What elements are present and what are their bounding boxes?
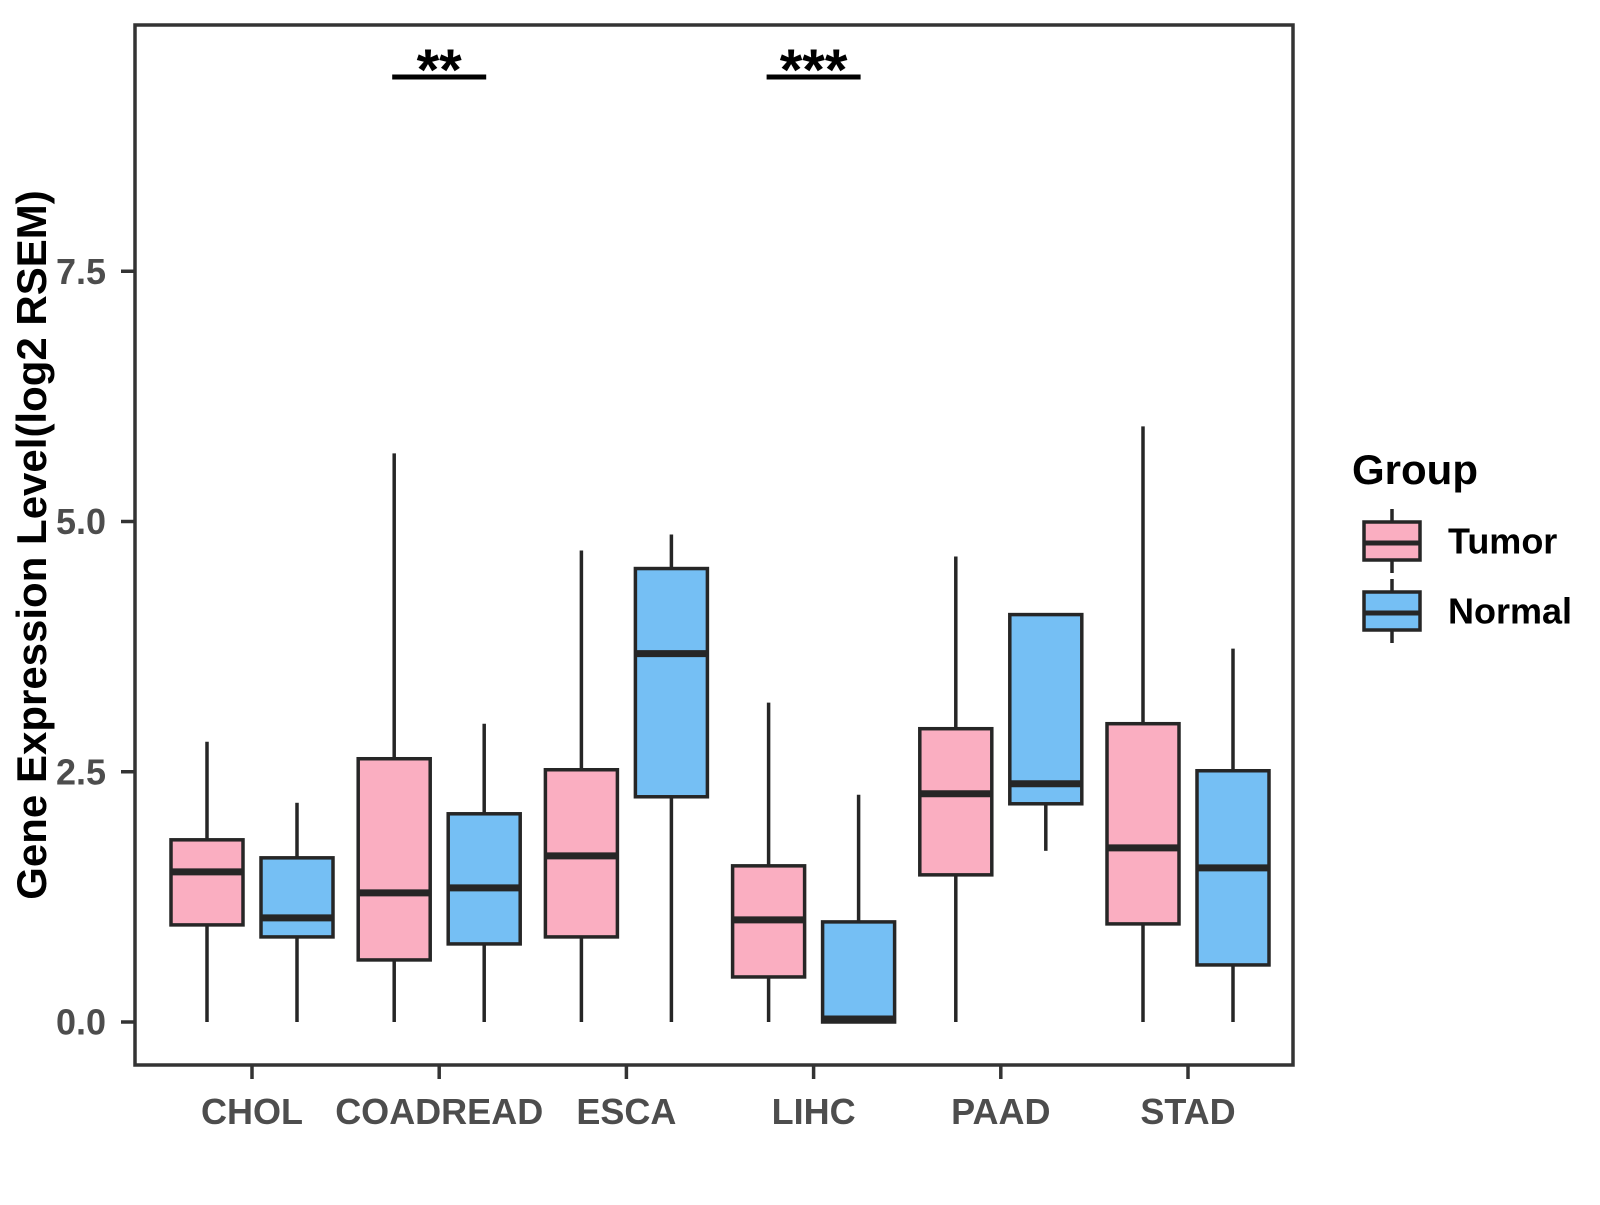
x-tick-label-esca: ESCA [576, 1091, 676, 1132]
x-tick-label-lihc: LIHC [772, 1091, 856, 1132]
x-tick-label-chol: CHOL [201, 1091, 303, 1132]
y-axis-title: Gene Expression Level(log2 RSEM) [8, 190, 55, 900]
legend-label-tumor: Tumor [1448, 521, 1557, 562]
box-coadread-tumor [356, 756, 432, 962]
y-tick-label: 2.5 [56, 751, 106, 792]
significance-label-coadread: ** [417, 38, 463, 103]
y-tick-label: 0.0 [56, 1002, 106, 1043]
legend-label-normal: Normal [1448, 591, 1572, 632]
y-tick-label: 7.5 [56, 251, 106, 292]
box-lihc-normal [820, 920, 897, 1024]
x-tick-label-stad: STAD [1140, 1091, 1235, 1132]
box-paad-tumor [918, 726, 994, 877]
box-stad-tumor [1105, 721, 1181, 926]
box-chol-normal [259, 856, 335, 939]
x-tick-label-paad: PAAD [951, 1091, 1050, 1132]
box-coadread-normal [446, 812, 522, 946]
y-tick-label: 5.0 [56, 501, 106, 542]
box-esca-normal [633, 566, 710, 799]
x-tick-label-coadread: COADREAD [335, 1091, 543, 1132]
legend-title: Group [1352, 446, 1478, 493]
significance-label-lihc: *** [780, 38, 848, 103]
box-chol-tumor [169, 838, 245, 927]
box-paad-normal [1008, 612, 1084, 806]
